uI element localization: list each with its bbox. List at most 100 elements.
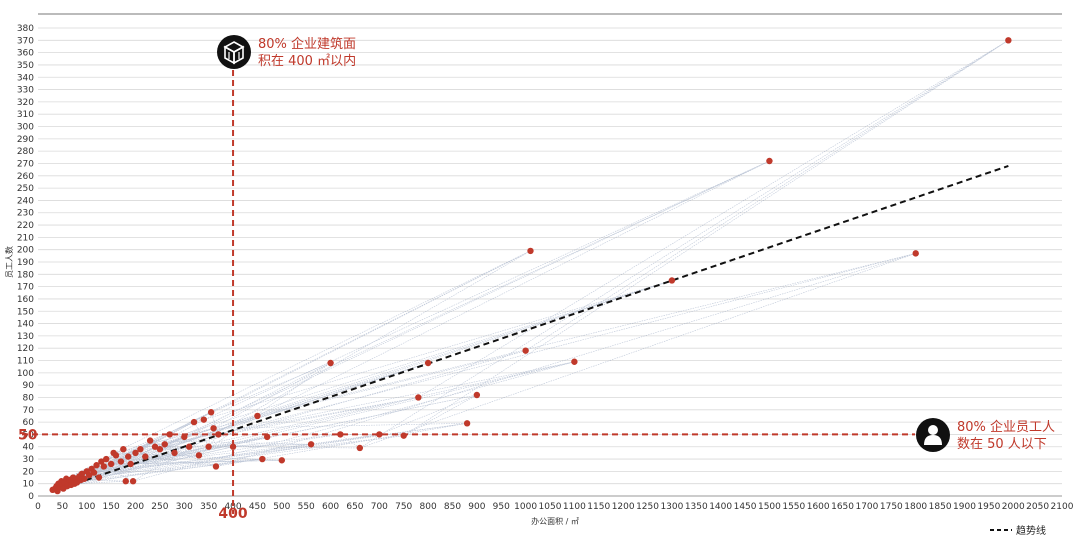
data-point: [90, 469, 98, 476]
data-point: [93, 462, 100, 469]
data-point: [127, 460, 134, 468]
data-point: [166, 431, 173, 438]
x-tick-label: 750: [395, 502, 412, 512]
y-tick-label: 0: [28, 492, 34, 502]
data-point: [259, 455, 266, 463]
y-tick-label: 320: [17, 98, 34, 108]
data-point: [78, 470, 86, 478]
y-tick-label: 250: [17, 184, 34, 194]
data-point: [912, 250, 919, 257]
data-point: [571, 358, 578, 365]
x-tick-label: 1950: [977, 502, 1000, 512]
reference-label-x: 400: [218, 506, 247, 522]
x-tick-label: 300: [176, 502, 193, 512]
y-tick-label: 110: [17, 357, 34, 367]
y-tick-label: 200: [17, 246, 34, 256]
x-tick-label: 1600: [807, 502, 830, 512]
y-tick-label: 290: [17, 135, 34, 145]
y-tick-label: 270: [17, 159, 34, 169]
data-point: [151, 443, 159, 450]
x-tick-label: 350: [200, 502, 217, 512]
y-tick-label: 330: [17, 86, 34, 96]
data-point: [424, 359, 432, 367]
y-tick-label: 160: [17, 295, 34, 305]
y-tick-label: 40: [23, 443, 35, 453]
y-tick-label: 210: [17, 233, 34, 243]
x-tick-label: 1000: [514, 502, 537, 512]
x-tick-label: 900: [468, 502, 485, 512]
x-tick-label: 150: [103, 502, 120, 512]
data-point: [766, 157, 773, 165]
x-tick-label: 550: [298, 502, 315, 512]
x-tick-label: 50: [57, 502, 69, 512]
y-tick-label: 120: [17, 344, 34, 354]
x-tick-label: 1400: [709, 502, 732, 512]
x-tick-label: 600: [322, 502, 339, 512]
data-point: [129, 478, 137, 485]
x-tick-label: 800: [420, 502, 437, 512]
grid-lines: [38, 27, 1062, 497]
x-tick-label: 850: [444, 502, 461, 512]
y-tick-label: 300: [17, 123, 34, 133]
x-tick-label: 1500: [758, 502, 781, 512]
data-point: [103, 455, 110, 463]
data-point: [415, 394, 422, 401]
y-tick-label: 170: [17, 283, 34, 293]
x-tick-label: 1850: [929, 502, 952, 512]
data-points: [49, 37, 1012, 495]
x-tick-label: 1450: [734, 502, 757, 512]
data-point: [161, 441, 168, 448]
x-tick-label: 2000: [1002, 502, 1025, 512]
x-tick-label: 200: [127, 502, 144, 512]
data-point: [181, 433, 188, 441]
staff-annotation-line2: 数在 50 人以下: [957, 437, 1047, 452]
data-point: [668, 277, 676, 284]
y-tick-label: 80: [23, 393, 35, 403]
data-point: [95, 474, 103, 481]
data-point: [156, 446, 164, 453]
y-tick-label: 90: [23, 381, 35, 391]
x-tick-label: 1800: [904, 502, 927, 512]
data-point: [229, 443, 237, 450]
data-point: [132, 449, 139, 457]
building-icon: [217, 35, 251, 69]
x-tick-label: 2100: [1051, 502, 1074, 512]
data-point: [205, 443, 212, 450]
x-tick-label: 250: [151, 502, 168, 512]
data-point: [212, 463, 220, 470]
data-point: [120, 446, 127, 453]
x-tick-label: 1050: [539, 502, 562, 512]
x-tick-label: 1100: [563, 502, 586, 512]
data-point: [107, 460, 115, 468]
data-point: [146, 437, 154, 444]
y-tick-label: 60: [23, 418, 35, 428]
x-tick-label: 400: [224, 502, 241, 512]
x-tick-label: 1150: [587, 502, 610, 512]
y-tick-label: 140: [17, 320, 34, 330]
data-point: [190, 418, 198, 426]
data-point: [200, 416, 207, 423]
x-tick-label: 450: [249, 502, 266, 512]
data-point: [522, 347, 529, 354]
x-tick-label: 700: [371, 502, 388, 512]
y-tick-label: 100: [17, 369, 34, 379]
x-tick-label: 1900: [953, 502, 976, 512]
y-tick-label: 230: [17, 209, 34, 219]
y-tick-label: 190: [17, 258, 34, 268]
data-point: [171, 449, 178, 457]
y-tick-label: 340: [17, 73, 34, 83]
y-tick-label: 50: [23, 430, 35, 440]
staff-annotation: 80% 企业员工人 数在 50 人以下: [916, 418, 1055, 452]
x-tick-label: 1200: [612, 502, 635, 512]
data-point: [400, 432, 407, 439]
data-point: [527, 247, 534, 255]
data-point: [356, 444, 364, 452]
data-point: [185, 443, 193, 450]
data-point: [327, 359, 334, 367]
data-point: [473, 391, 481, 399]
y-tick-label: 180: [17, 270, 34, 280]
data-point: [98, 458, 105, 465]
data-point: [142, 453, 149, 460]
data-point: [215, 431, 222, 438]
